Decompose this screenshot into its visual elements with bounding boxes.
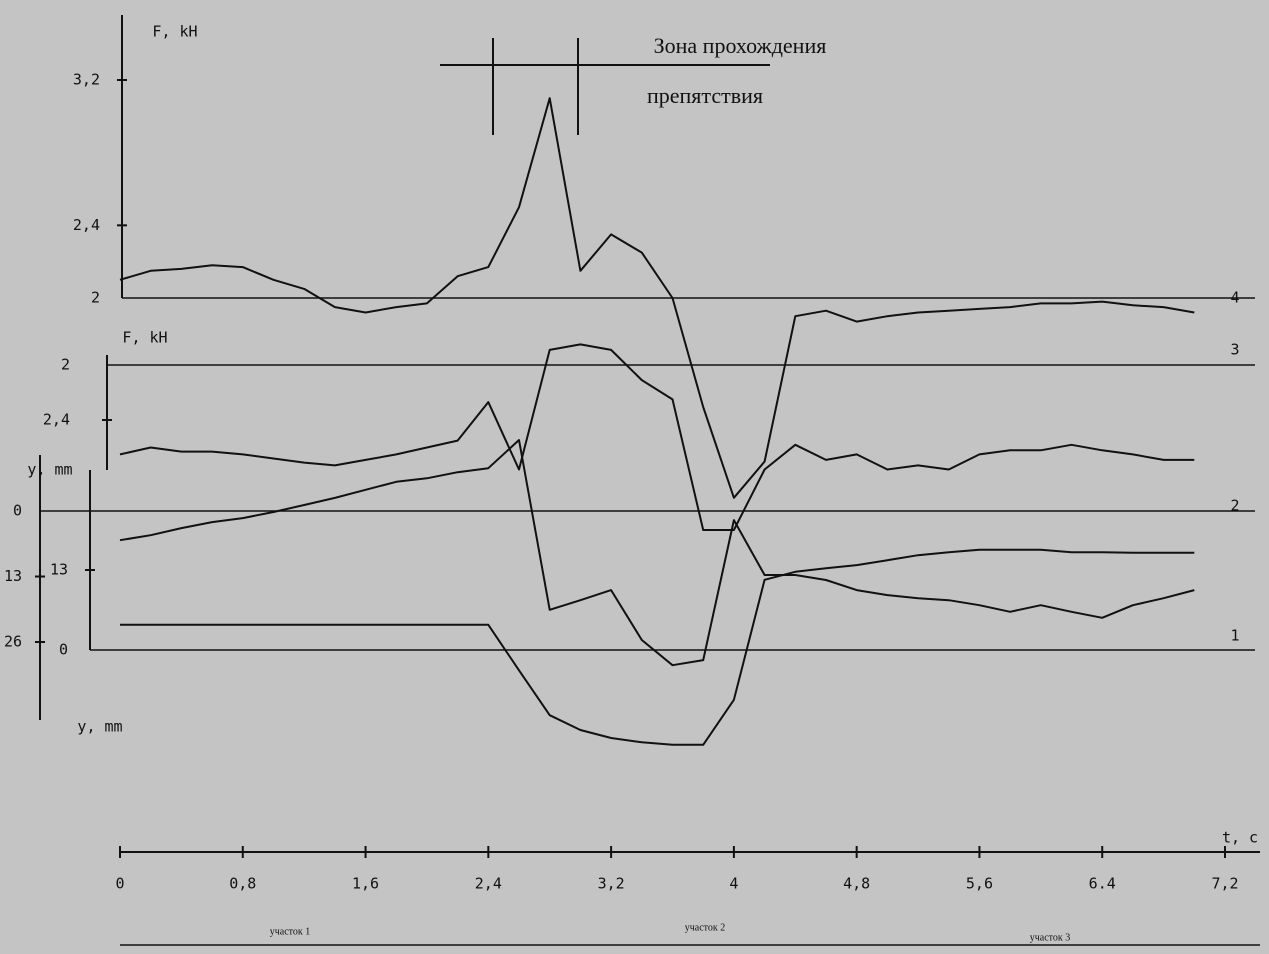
x-axis-label: t, c bbox=[1222, 829, 1258, 847]
x-tick-label: 0,8 bbox=[229, 875, 256, 893]
trace-label: 3 bbox=[1230, 341, 1239, 359]
y-tick-label: 2 bbox=[91, 289, 100, 307]
annotation: препятствия bbox=[647, 83, 763, 108]
trace-label: 1 bbox=[1230, 627, 1239, 645]
x-tick-label: 5,6 bbox=[966, 875, 993, 893]
annotation: Зона прохождения bbox=[654, 33, 827, 58]
y-tick-label: 26 bbox=[4, 633, 22, 651]
y-tick-label: 13 bbox=[4, 567, 22, 585]
x-tick-label: 3,2 bbox=[598, 875, 625, 893]
y-axis-label: y, mm bbox=[27, 461, 72, 479]
y-axis-label: F, kH bbox=[152, 23, 197, 41]
x-tick-label: 2,4 bbox=[475, 875, 502, 893]
x-tick-label: 1,6 bbox=[352, 875, 379, 893]
trace bbox=[119, 97, 1195, 499]
y-tick-label: 0 bbox=[13, 502, 22, 520]
y-tick-label: 0 bbox=[59, 641, 68, 659]
y-axis-label: y, mm bbox=[77, 718, 122, 736]
trace-label: 2 bbox=[1230, 497, 1239, 515]
y-tick-label: 13 bbox=[50, 561, 68, 579]
x-tick-label: 0 bbox=[115, 875, 124, 893]
section-label: участок 1 bbox=[270, 926, 311, 937]
y-tick-label: 3,2 bbox=[73, 71, 100, 89]
trace bbox=[119, 439, 1195, 667]
x-tick-label: 4,8 bbox=[843, 875, 870, 893]
y-axis-label: F, kH bbox=[122, 329, 167, 347]
trace bbox=[119, 343, 1195, 531]
section-label: участок 2 bbox=[685, 922, 726, 933]
y-tick-label: 2,4 bbox=[43, 411, 70, 429]
trace-label: 4 bbox=[1230, 289, 1239, 307]
x-tick-label: 7,2 bbox=[1211, 875, 1238, 893]
x-tick-label: 6.4 bbox=[1089, 875, 1116, 893]
y-tick-label: 2 bbox=[61, 356, 70, 374]
annotation-bracket bbox=[440, 38, 770, 135]
y-tick-label: 2,4 bbox=[73, 216, 100, 234]
x-tick-label: 4 bbox=[729, 875, 738, 893]
trace bbox=[120, 548, 1195, 746]
section-label: участок 3 bbox=[1030, 932, 1071, 943]
